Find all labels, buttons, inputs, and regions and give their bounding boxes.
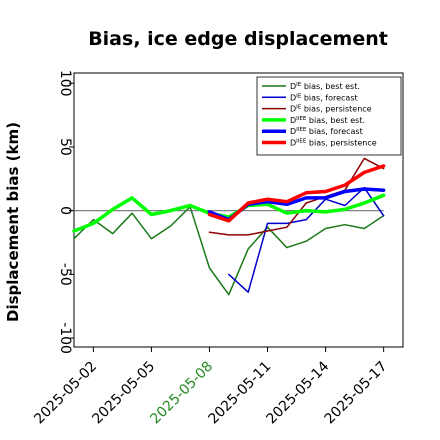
- y-tick-label: -50: [57, 263, 73, 286]
- series-line-4: [72, 193, 386, 233]
- series-line-1: [73, 206, 385, 296]
- legend-box: [256, 76, 402, 156]
- legend-label: DIIEE bias, best est.: [290, 116, 365, 125]
- x-tick-label: 2025-05-17: [322, 359, 391, 428]
- y-tick-label: 100: [57, 70, 73, 97]
- series-line-2: [228, 186, 385, 293]
- y-axis-label: Displacement bias (km): [4, 122, 22, 322]
- legend-label: DIE bias, forecast: [290, 93, 358, 102]
- series-line-6: [207, 164, 386, 223]
- y-tick-label: 0: [57, 206, 73, 215]
- series-line-3: [208, 157, 385, 236]
- plot-area-frame: [73, 72, 404, 348]
- legend-label: DIIEE bias, forecast: [290, 127, 363, 136]
- chart-title: Bias, ice edge displacement: [88, 28, 388, 50]
- legend-label: DIE bias, persistence: [290, 105, 372, 114]
- legend-label: DIE bias, best est.: [290, 82, 360, 91]
- y-tick-label: -100: [57, 322, 73, 354]
- legend-label: DIIEE bias, persistence: [290, 139, 377, 148]
- legend: DIE bias, best est. DIE bias, forecast DIE…: [256, 76, 402, 156]
- y-tick-label: 50: [57, 138, 73, 156]
